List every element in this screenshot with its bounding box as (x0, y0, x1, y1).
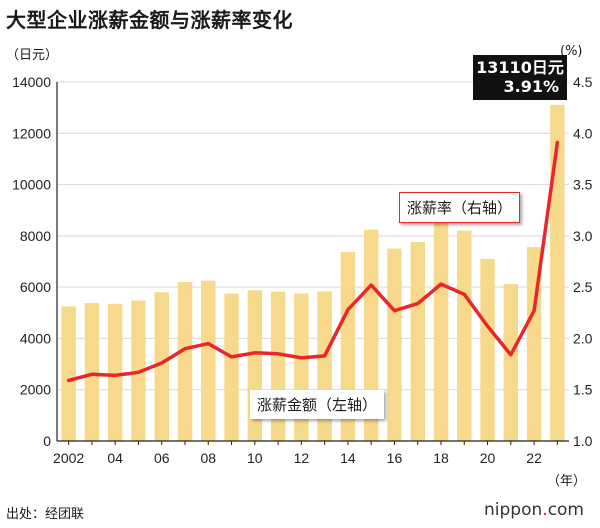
left-tick-label: 4000 (20, 330, 51, 346)
right-tick-label: 1.5 (573, 382, 593, 398)
amount-bar (61, 306, 76, 441)
amount-bars (61, 104, 565, 441)
x-tick-label: 18 (433, 450, 449, 466)
x-axis-unit: （年） (547, 474, 587, 489)
amount-bar (363, 229, 379, 441)
left-tick-label: 12000 (12, 125, 51, 141)
right-tick-label: 3.5 (573, 177, 593, 193)
amount-bar (410, 242, 425, 441)
right-tick-label: 4.0 (573, 125, 593, 141)
brand-dot: . (542, 500, 548, 520)
x-tick-label: 14 (340, 450, 356, 466)
right-tick-label: 1.0 (573, 433, 593, 449)
amount-series-label: 涨薪金额（左轴） (250, 390, 385, 419)
left-tick-label: 6000 (20, 279, 51, 295)
amount-bar (154, 292, 169, 441)
rate-series-line (66, 140, 560, 383)
chart-title: 大型企业涨薪金额与涨薪率变化 (6, 8, 293, 32)
callout-amount: 13110日元 (476, 58, 564, 77)
right-tick-label: 4.5 (573, 74, 593, 90)
x-tick-label: 2002 (53, 450, 84, 466)
latest-value-callout: 13110日元 3.91% (473, 55, 567, 100)
right-tick-label: 2.0 (573, 330, 593, 346)
brand-logo: nippon.com (484, 500, 584, 520)
amount-bar (177, 282, 193, 441)
left-tick-label: 14000 (12, 74, 51, 90)
left-tick-label: 8000 (20, 228, 51, 244)
x-tick-label: 04 (107, 450, 123, 466)
x-tick-label: 06 (154, 450, 170, 466)
brand-tld: com (547, 500, 584, 520)
amount-bar (107, 303, 123, 441)
brand-name: nippon (484, 500, 543, 520)
amount-bar (84, 303, 100, 441)
x-tick-label: 12 (294, 450, 310, 466)
tick-labels: 0 2000 4000 6000 8000 10000 12000 14000 1.0 1.5 2.… (12, 74, 593, 466)
amount-bar (201, 280, 216, 441)
rate-series-label: 涨薪率（右轴） (399, 192, 521, 223)
amount-bar (503, 284, 519, 441)
x-tick-label: 20 (480, 450, 496, 466)
amount-bar (433, 222, 449, 441)
callout-rate: 3.91% (503, 77, 559, 96)
left-tick-label: 0 (43, 433, 51, 449)
right-tick-label: 2.5 (573, 279, 593, 295)
x-tick-label: 16 (387, 450, 403, 466)
amount-bar (550, 104, 565, 441)
amount-bar (387, 248, 402, 441)
x-tick-label: 10 (247, 450, 263, 466)
left-axis-unit: （日元） (6, 48, 59, 63)
amount-bar (457, 230, 472, 441)
axes (56, 82, 569, 445)
amount-bar (480, 258, 495, 441)
left-tick-label: 2000 (20, 382, 51, 398)
right-tick-label: 3.0 (573, 228, 593, 244)
x-tick-label: 08 (200, 450, 216, 466)
amount-bar (224, 293, 239, 441)
left-tick-label: 10000 (12, 177, 51, 193)
x-tick-label: 22 (526, 450, 542, 466)
rate-line (66, 140, 560, 383)
source-note: 出处：经团联 (6, 507, 85, 522)
